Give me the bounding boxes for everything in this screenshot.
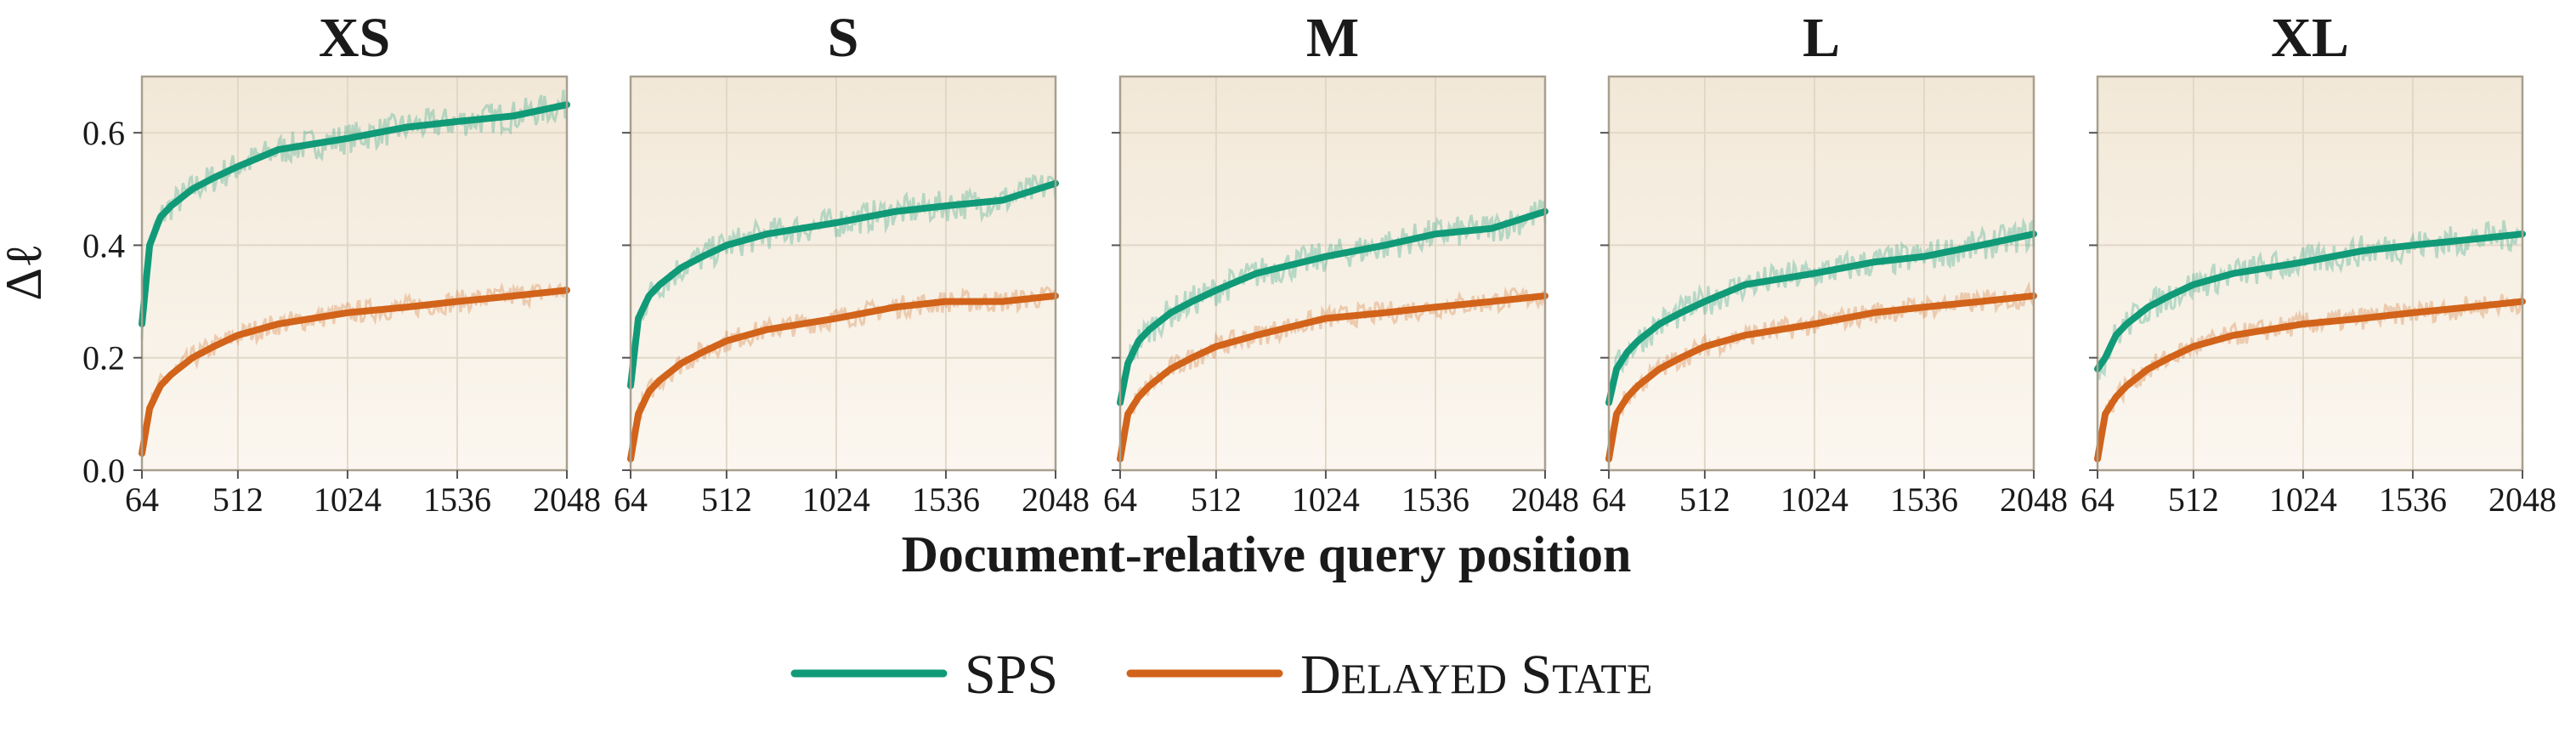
panel: 64 512 1024 1536 2048 S: [614, 7, 1090, 519]
legend-label-part: S: [1507, 644, 1552, 706]
panel: 64 512 1024 1536 2048 XL: [2081, 7, 2556, 519]
raw-series-line: [1607, 281, 2035, 463]
x-tick-label: 64: [1103, 480, 1137, 519]
series-line: [139, 101, 570, 327]
x-tick-label: 1536: [2379, 480, 2447, 519]
x-tick-label: 512: [212, 480, 263, 519]
x-tick-label: 64: [614, 480, 648, 519]
x-tick-label: 1024: [2269, 480, 2337, 519]
x-tick-label: 2048: [2000, 480, 2068, 519]
panel: 64 512 1024 1536 2048 M: [1103, 7, 1579, 519]
series-line: [627, 292, 1059, 463]
legend: SPS DELAYED STATE: [790, 644, 1652, 706]
panels: 0.0 0.2 0.4 0.6 64 512 1024 1536 2048 XS 64 512 1024…: [82, 7, 2556, 519]
plot-background: [631, 77, 1056, 470]
x-tick-label: 512: [701, 480, 752, 519]
series-line: [139, 287, 570, 457]
y-axis-label: Δℓ: [0, 243, 52, 300]
series-line: [1117, 207, 1548, 406]
series-line: [1605, 292, 2037, 463]
series-line: [2094, 298, 2526, 463]
x-tick-label: 2048: [1022, 480, 1090, 519]
legend-label-part: D: [1300, 644, 1341, 706]
x-tick-label: 1024: [314, 480, 382, 519]
plot-frame: [140, 75, 569, 472]
legend-label: SPS: [965, 644, 1058, 706]
panel-title: L: [1803, 7, 1840, 69]
x-tick-label: 512: [2168, 480, 2219, 519]
x-tick-label: 64: [125, 480, 159, 519]
panel: 0.0 0.2 0.4 0.6 64 512 1024 1536 2048 XS: [82, 7, 601, 519]
raw-series-line: [629, 173, 1057, 373]
plot-background: [1120, 77, 1545, 470]
x-tick-label: 1536: [423, 480, 491, 519]
panel-title: M: [1306, 7, 1359, 69]
x-tick-label: 512: [1679, 480, 1730, 519]
series-line: [2094, 230, 2526, 372]
panel: 64 512 1024 1536 2048 L: [1592, 7, 2068, 519]
y-tick-label: 0.2: [82, 339, 125, 378]
series-line: [1605, 230, 2037, 406]
plot-background: [2098, 77, 2522, 470]
x-tick-label: 1024: [1292, 480, 1360, 519]
x-tick-label: 2048: [533, 480, 601, 519]
raw-series-line: [1607, 217, 2035, 404]
panel-title: S: [828, 7, 859, 69]
panel-title: XS: [319, 7, 390, 69]
x-tick-label: 1024: [1781, 480, 1848, 519]
y-tick-label: 0.6: [82, 114, 125, 152]
x-tick-label: 1536: [1890, 480, 1958, 519]
plot-frame: [1607, 75, 2035, 472]
x-axis-label: Document-relative query position: [902, 526, 1632, 582]
plot-frame: [629, 75, 1057, 472]
x-tick-label: 1536: [912, 480, 980, 519]
x-tick-label: 64: [1592, 480, 1626, 519]
legend-label-part: ELAYED: [1341, 655, 1507, 702]
y-tick-label: 0.4: [82, 226, 125, 264]
legend-label-part: TATE: [1552, 655, 1652, 702]
plot-frame: [1118, 75, 1547, 472]
x-tick-label: 1024: [802, 480, 870, 519]
y-tick-label: 0.0: [82, 452, 125, 490]
series-line: [1117, 292, 1548, 463]
panel-title: XL: [2271, 7, 2349, 69]
x-tick-label: 2048: [1511, 480, 1579, 519]
x-tick-label: 2048: [2488, 480, 2556, 519]
legend-label: DELAYED STATE: [1300, 644, 1652, 706]
x-tick-label: 64: [2081, 480, 2115, 519]
plot-background: [142, 77, 567, 470]
plot-frame: [2096, 75, 2524, 472]
series-line: [627, 179, 1059, 389]
x-tick-label: 1536: [1401, 480, 1469, 519]
x-tick-label: 512: [1191, 480, 1242, 519]
